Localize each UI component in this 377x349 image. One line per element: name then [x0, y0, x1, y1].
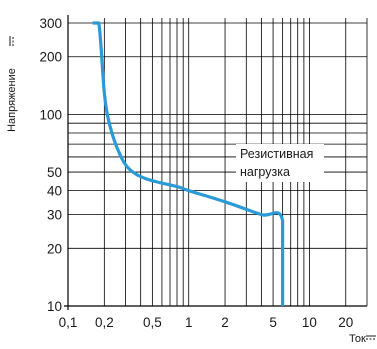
- x-axis-dc-symbol: [366, 335, 376, 340]
- series: [92, 21, 285, 306]
- y-axis-dc-symbol: [9, 36, 14, 46]
- y-tick-label: 50: [47, 165, 62, 180]
- x-tick-label: 10: [302, 315, 317, 330]
- annotation: Резистивная нагрузка: [236, 144, 324, 182]
- annotation-background: [236, 144, 324, 182]
- series-line: [92, 21, 285, 306]
- y-tick-label: 30: [47, 208, 62, 223]
- y-tick-label: 20: [47, 241, 62, 256]
- tick-labels: 0,1 0,2 0,5 1 2 5 10 20 10 20 30 40 50 100 200 300: [39, 16, 353, 330]
- x-tick-label: 0,2: [95, 315, 114, 330]
- x-axis-title: Ток: [349, 333, 366, 345]
- y-tick-label: 40: [47, 184, 62, 199]
- y-tick-label: 100: [39, 107, 62, 122]
- x-tick-label: 5: [269, 315, 277, 330]
- y-axis-title: Напряжение: [6, 68, 18, 132]
- x-tick-label: 0,5: [143, 315, 162, 330]
- y-tick-label: 300: [39, 16, 62, 31]
- annotation-line-1: Резистивная: [240, 147, 313, 161]
- annotation-line-2: нагрузка: [240, 165, 290, 179]
- y-tick-label: 200: [39, 50, 62, 65]
- x-tick-label: 1: [185, 315, 193, 330]
- x-tick-label: 0,1: [59, 315, 78, 330]
- x-tick-label: 20: [338, 315, 353, 330]
- x-tick-label: 2: [221, 315, 229, 330]
- y-tick-label: 10: [47, 299, 62, 314]
